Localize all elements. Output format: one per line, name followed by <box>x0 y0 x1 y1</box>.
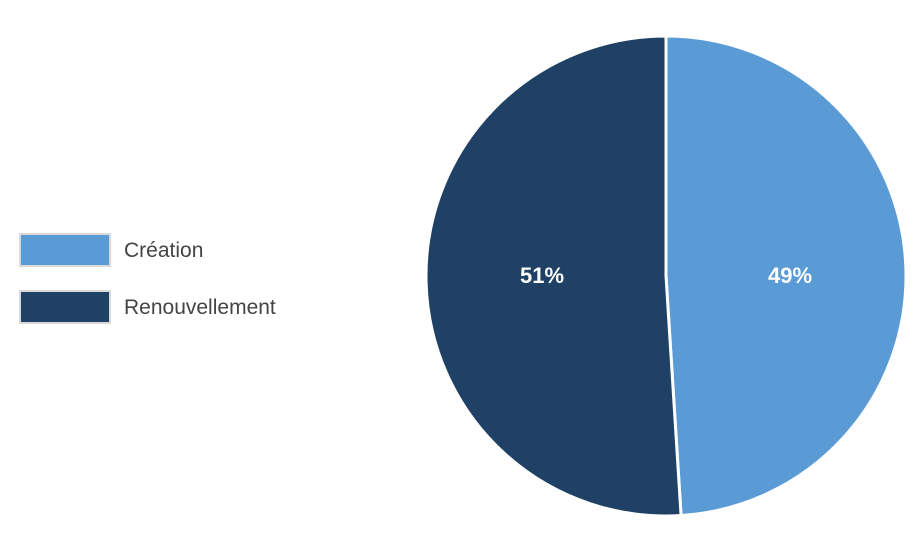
pie-slice-renouvellement <box>424 34 683 518</box>
slice-value-label: 51% <box>520 263 564 288</box>
pie-slice-labels: 49% 51% <box>520 263 812 288</box>
legend-swatch <box>19 290 111 324</box>
pie-slices <box>424 34 908 518</box>
legend-label: Renouvellement <box>124 296 276 319</box>
legend-swatch <box>19 233 111 267</box>
slice-value-label: 49% <box>768 263 812 288</box>
chart-legend: Création Renouvellement <box>19 233 276 324</box>
pie-slice-cr-ation <box>664 34 908 518</box>
legend-label: Création <box>124 239 203 262</box>
